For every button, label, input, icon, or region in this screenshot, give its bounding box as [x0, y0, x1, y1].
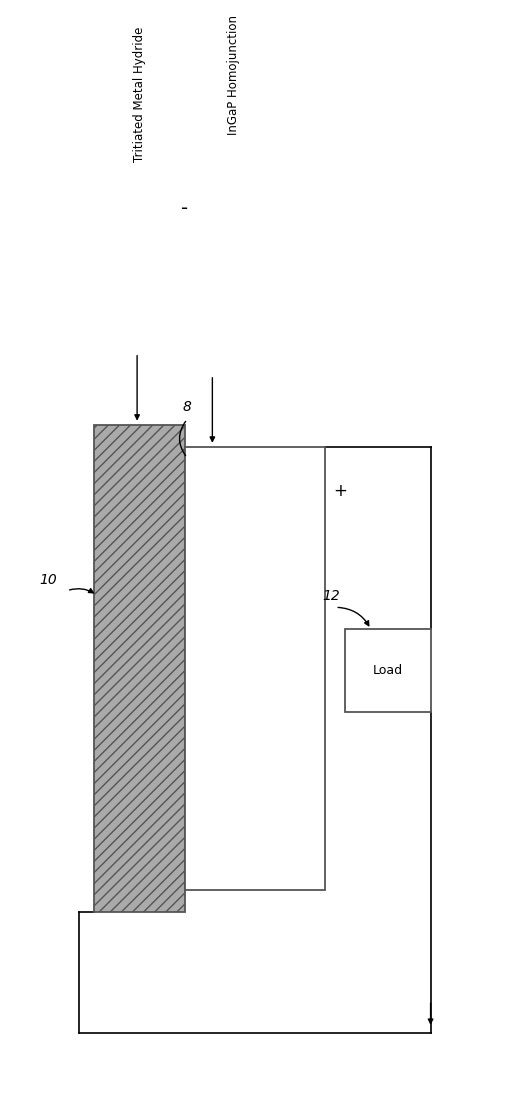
Text: Tritiated Metal Hydride: Tritiated Metal Hydride — [133, 27, 146, 162]
Text: 10: 10 — [39, 573, 57, 586]
Bar — [94, 425, 184, 912]
Text: 8: 8 — [182, 399, 191, 414]
Text: InGaP Homojunction: InGaP Homojunction — [227, 16, 240, 135]
Bar — [345, 630, 430, 712]
Text: -: - — [181, 200, 188, 219]
Text: 12: 12 — [322, 589, 340, 603]
Text: Load: Load — [372, 665, 402, 678]
Text: +: + — [332, 482, 346, 501]
Bar — [184, 447, 325, 890]
